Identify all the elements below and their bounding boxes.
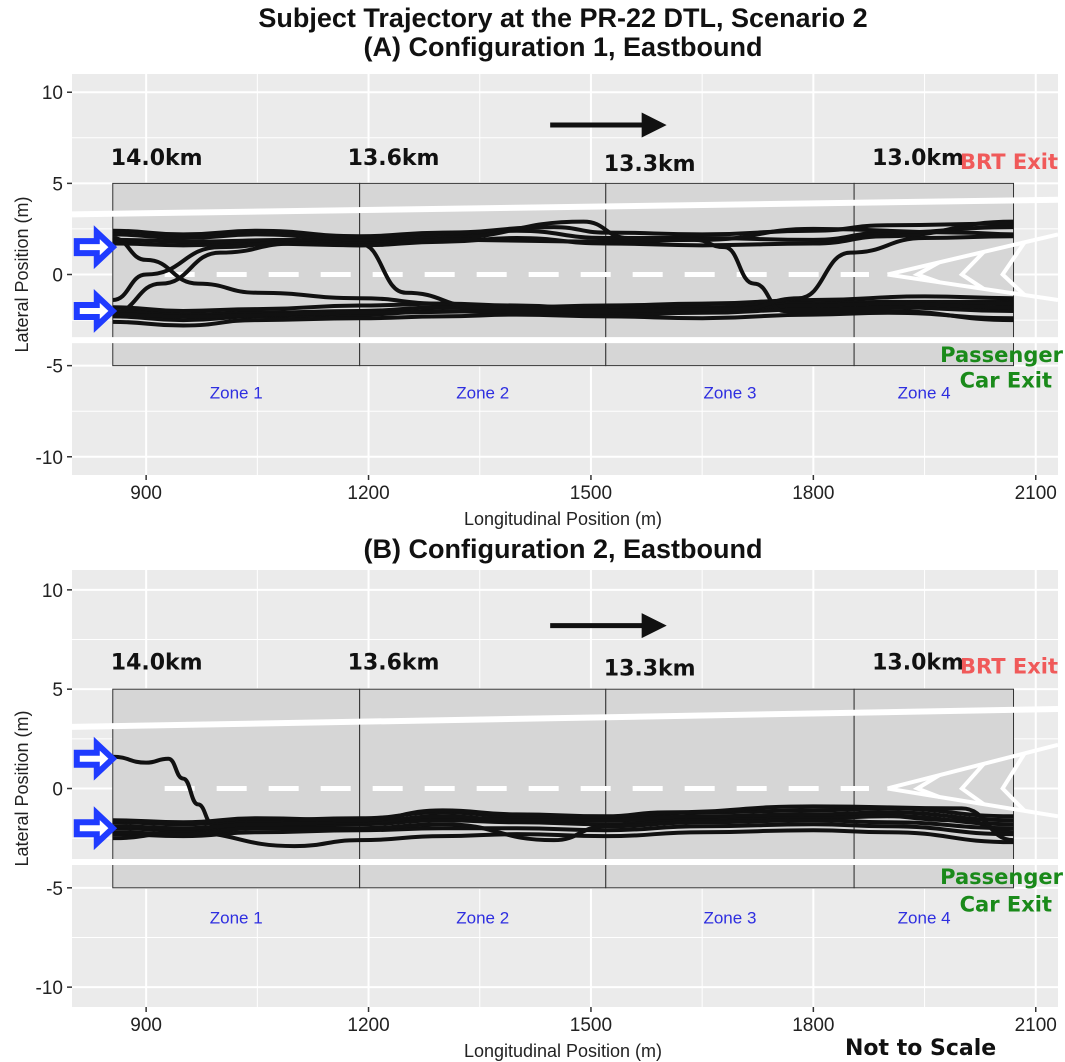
brt-exit-label: BRT Exit <box>960 654 1058 678</box>
x-tick-label: 1200 <box>347 483 389 504</box>
gore-chevron <box>912 260 941 285</box>
trajectory-1 <box>112 225 1014 242</box>
y-tick-label: -5 <box>46 357 63 378</box>
panel-a: Zone 1 Zone 2 Zone 3 Zone 4 14.0km 13.6km 13.3… <box>12 74 1064 529</box>
km-marker-label: 13.0km <box>872 650 964 675</box>
km-marker-label: 13.3km <box>604 656 696 681</box>
lane-edge-upper <box>71 706 1059 730</box>
km-marker-label: 13.0km <box>872 146 964 171</box>
x-tick-label: 2100 <box>1015 1015 1057 1036</box>
panel-b-title: (B) Configuration 2, Eastbound <box>364 534 763 564</box>
x-tick-label: 2100 <box>1015 483 1057 504</box>
trajectory-8 <box>112 804 1014 843</box>
not-to-scale-note: Not to Scale <box>845 1036 996 1061</box>
x-tick-label: 1200 <box>347 1015 389 1036</box>
y-tick-label: 0 <box>52 266 63 287</box>
x-tick-label: 1800 <box>792 1015 834 1036</box>
km-marker-label: 14.0km <box>111 146 203 171</box>
entry-arrow-upper <box>73 736 118 781</box>
trajectory-6 <box>112 810 1014 831</box>
gore-chevron <box>958 762 986 806</box>
x-tick-label: 1800 <box>792 483 834 504</box>
lane-edge-upper <box>71 196 1059 218</box>
zone-1-label: Zone 1 <box>210 909 263 928</box>
gore-outline <box>887 232 1059 302</box>
x-tick-label: 1500 <box>570 1015 612 1036</box>
y-axis-label: Lateral Position (m) <box>12 710 32 866</box>
entry-arrow-upper <box>73 225 118 270</box>
x-tick-label: 900 <box>130 1015 162 1036</box>
km-marker-label: 14.0km <box>111 650 203 675</box>
y-axis-label: Lateral Position (m) <box>12 196 32 352</box>
trajectory-5 <box>112 828 1014 849</box>
trajectory-7 <box>112 310 1014 328</box>
zone-2-label: Zone 2 <box>456 909 509 928</box>
y-tick-label: 5 <box>52 174 63 195</box>
gore-chevron <box>912 773 941 799</box>
km-marker-label: 13.6km <box>348 650 440 675</box>
car-exit-label-line2: Car Exit <box>960 369 1052 393</box>
trajectory-4 <box>112 822 1014 839</box>
y-tick-label: -10 <box>36 978 63 999</box>
brt-exit-label: BRT Exit <box>960 150 1058 174</box>
zone-4-label: Zone 4 <box>898 909 951 928</box>
car-exit-label-line1: Passenger <box>940 343 1063 367</box>
km-marker-label: 13.6km <box>348 146 440 171</box>
zone-4-label: Zone 4 <box>898 383 951 402</box>
y-tick-label: 0 <box>52 780 63 801</box>
zone-2-label: Zone 2 <box>456 383 509 402</box>
y-tick-label: -5 <box>46 879 63 900</box>
zone-4-box <box>853 688 1015 889</box>
figure-title: Subject Trajectory at the PR-22 DTL, Sce… <box>258 3 867 33</box>
trajectory-2 <box>112 219 1014 248</box>
y-tick-label: 10 <box>42 83 63 104</box>
entry-arrow-lower <box>73 806 118 851</box>
car-exit-label-line1: Passenger <box>940 865 1063 889</box>
gore-chevron <box>1000 241 1027 297</box>
trajectory-10 <box>112 239 1014 313</box>
trajectory-7 <box>112 818 1014 843</box>
y-tick-label: 5 <box>52 680 63 701</box>
panel-a-title: (A) Configuration 1, Eastbound <box>364 32 763 62</box>
x-tick-label: 900 <box>130 483 162 504</box>
zone-4-box <box>853 182 1015 367</box>
panel-b: Zone 1 Zone 2 Zone 3 Zone 4 14.0km 13.6km 13.3… <box>12 570 1064 1061</box>
zone-1-label: Zone 1 <box>210 383 263 402</box>
car-exit-label-line2: Car Exit <box>960 893 1052 917</box>
gore-chevron <box>1000 752 1027 813</box>
trajectory-12 <box>112 234 1014 319</box>
x-axis-label: Longitudinal Position (m) <box>464 1041 662 1061</box>
entry-arrow-lower <box>73 289 118 333</box>
zone-3-label: Zone 3 <box>703 383 756 402</box>
x-tick-label: 1500 <box>570 483 612 504</box>
x-axis-label: Longitudinal Position (m) <box>464 509 662 529</box>
gore-outline <box>886 742 1059 819</box>
trajectory-11 <box>112 237 1014 323</box>
zone-3-label: Zone 3 <box>703 909 756 928</box>
km-marker-label: 13.3km <box>604 152 696 177</box>
y-tick-label: -10 <box>36 448 63 469</box>
gore-chevron <box>958 250 986 291</box>
y-tick-label: 10 <box>42 581 63 602</box>
trajectory-4 <box>112 219 1014 246</box>
